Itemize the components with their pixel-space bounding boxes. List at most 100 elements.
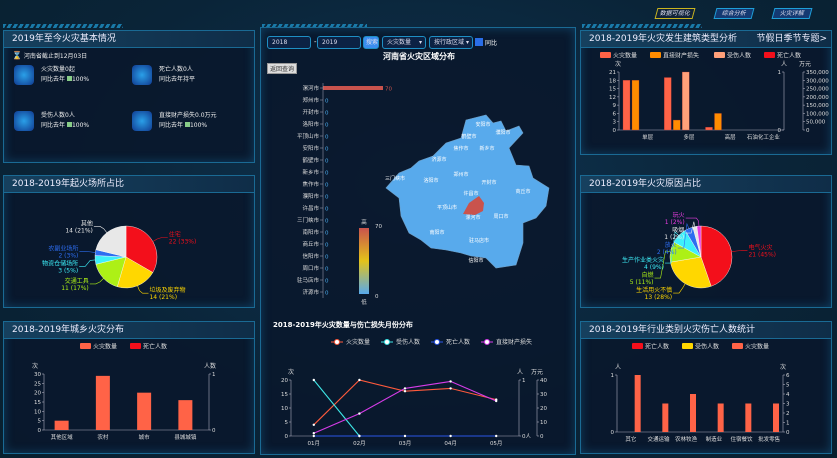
visual-map-high: 高: [361, 218, 367, 226]
panel-title: 2018-2019年城乡火灾分布: [4, 322, 254, 339]
slice-label: 生产作业类火灾: [622, 256, 664, 264]
stat-compare: 同比去年: [159, 122, 184, 129]
slice-value: 3 (5%): [58, 267, 78, 274]
tick-label: 40: [540, 378, 547, 384]
henan-province: [385, 114, 550, 269]
tick-label: 0: [786, 430, 790, 436]
slice-label: 吸烟: [672, 226, 684, 234]
legend-swatch: [632, 343, 643, 349]
label-line: [93, 226, 108, 233]
nav-comprehensive-analysis[interactable]: 综合分析: [713, 8, 755, 19]
data-point: [358, 378, 361, 382]
tick-label: 0: [212, 428, 216, 434]
map-region-label: 开封市: [481, 179, 496, 186]
x-tick-label: 交通运输: [647, 435, 670, 443]
y3-axis-title: 万元: [799, 61, 811, 68]
stat-compare: 同比去年: [41, 122, 66, 129]
visual-map-bar: [359, 228, 369, 294]
fire-place-panel: 2018-2019年起火场所占比 住宅 22 (33%) 垃圾及废弃物 14 (21%…: [3, 175, 255, 308]
holiday-topic-link[interactable]: 节假日季节专题>: [756, 34, 827, 44]
nav-data-visualization[interactable]: 数据可视化: [654, 8, 696, 19]
trend-icon: [184, 122, 190, 127]
tick-label: 10: [281, 406, 288, 412]
map-region-label: 三门峡市: [385, 175, 405, 182]
slice-label: 电气火灾: [748, 244, 772, 252]
map-region-label: 周口市: [493, 213, 508, 220]
city-label: 平顶山市: [297, 132, 320, 140]
year-to-input[interactable]: 2019: [317, 36, 361, 49]
city-value: 0: [325, 231, 329, 237]
data-point: [358, 412, 361, 415]
henan-map[interactable]: 漯河市 70 郑州市 0 开封市 0 洛阳市 0 平顶山市 0 安阳市 0 鹤壁市 0 新乡市 0 焦作市 0 濮阳…: [261, 28, 577, 308]
bar: [773, 403, 779, 432]
tick-label: 0: [611, 430, 615, 436]
tick-label: 0: [540, 434, 544, 440]
legend-label: 直接财产损失: [496, 338, 532, 346]
slice-label: 自燃: [642, 271, 654, 279]
slice-value: 13 (28%): [645, 294, 673, 301]
slice-value: 14 (21%): [149, 294, 177, 301]
monthly-chart-title: 2018-2019年火灾数量与伤亡损失月份分布: [273, 321, 413, 329]
map-region-label: 焦作市: [453, 145, 468, 152]
tick-label: 1: [786, 421, 790, 427]
legend-marker: [384, 339, 390, 345]
sort-select[interactable]: 按行政区域 ▾: [429, 36, 473, 49]
bar: [622, 80, 631, 131]
metric-value: 火灾数量: [387, 39, 412, 46]
industry-panel: 2018-2019年行业类别火灾伤亡人数统计 死亡人数 受伤人数 火灾数量人 次 0 1 0…: [580, 321, 832, 454]
tick-label: 3: [613, 120, 617, 126]
y-axis-title: 人: [615, 364, 621, 371]
stat-label: 直接财产损失0.0万元: [159, 112, 217, 119]
city-value: 0: [325, 159, 329, 165]
panel-title: 2019年至今火灾基本情况: [4, 31, 254, 48]
back-query-button[interactable]: 返回查询: [267, 63, 298, 74]
city-label: 信阳市: [302, 252, 319, 260]
city-bar: [323, 86, 383, 90]
injured-person-icon: [14, 111, 34, 131]
metric-select[interactable]: 火灾数量 ▾: [382, 36, 426, 49]
slice-label: 放火: [665, 241, 677, 249]
y2-axis-title: 次: [780, 363, 786, 371]
tick-label: 5: [38, 419, 42, 425]
city-label: 新乡市: [302, 168, 319, 176]
year-from-input[interactable]: 2018: [267, 36, 311, 49]
trend-icon: [66, 76, 72, 81]
legend-marker: [334, 339, 340, 345]
slice-label: 生活用火不慎: [636, 286, 672, 294]
panel-title: 2018-2019年起火场所占比: [4, 176, 254, 193]
visual-map-low: 低: [361, 298, 367, 306]
tick-label: 350,000: [806, 70, 829, 76]
bar: [631, 80, 640, 131]
map-region-label: 郑州市: [453, 171, 468, 178]
x-tick-label: 城市: [139, 433, 151, 441]
city-label: 漯河市: [302, 84, 319, 92]
tick-label: 25: [34, 381, 41, 387]
map-region-label: 安阳市: [475, 121, 490, 128]
city-value: 0: [325, 267, 329, 273]
tick-label: 0人: [522, 433, 531, 440]
legend-label: 死亡人数: [143, 343, 167, 351]
city-value: 0: [325, 111, 329, 117]
label-line: [685, 217, 700, 227]
slice-value: 14 (21%): [65, 227, 93, 234]
data-point: [312, 434, 315, 438]
city-label: 洛阳市: [302, 120, 319, 128]
nav-fire-details[interactable]: 火灾详解: [771, 8, 813, 19]
x-tick-label: 01月: [308, 440, 321, 447]
bar: [95, 375, 110, 430]
compare-checkbox[interactable]: [475, 38, 483, 46]
stat-pct: 100%: [189, 122, 208, 129]
dropdown-icon: ▾: [418, 39, 422, 46]
tick-label: 5: [285, 420, 289, 426]
tick-label: 20: [281, 378, 288, 384]
slice-label: 物资仓储场所: [42, 259, 78, 267]
tick-label: 6: [786, 373, 790, 379]
date-note: 河南省截止到12月03日: [23, 53, 88, 60]
stat-compare-row: 同比去年 100%: [41, 121, 89, 131]
map-title: 河南省火灾区域分布: [383, 52, 455, 61]
x-tick-label: 农林牧渔: [675, 435, 698, 443]
search-button[interactable]: 搜索: [363, 36, 379, 49]
x-tick-label: 05月: [490, 440, 503, 447]
